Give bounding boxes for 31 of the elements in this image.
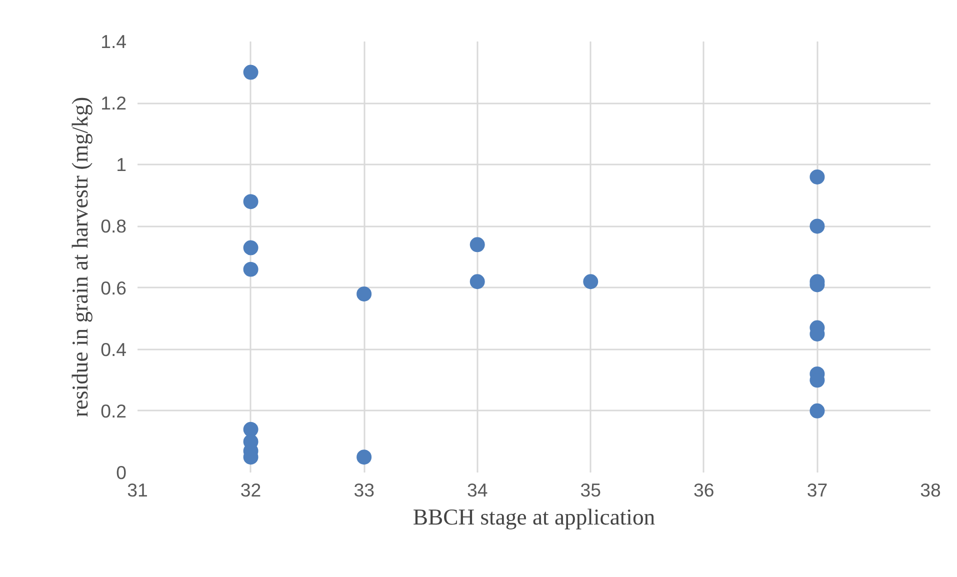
- y-tick-label: 1.4: [100, 31, 127, 52]
- point: [243, 194, 258, 210]
- x-tick-label: 36: [694, 480, 714, 500]
- point: [243, 262, 258, 277]
- y-tick-label: 0.8: [100, 216, 127, 237]
- x-tick-label: 32: [240, 480, 262, 500]
- x-tick-label: 37: [806, 480, 828, 500]
- point: [810, 403, 825, 418]
- point: [243, 64, 258, 80]
- point: [470, 237, 485, 252]
- x-axis-title: BBCH stage at application: [412, 504, 656, 530]
- x-tick-label: 34: [466, 480, 488, 500]
- point: [810, 218, 825, 234]
- x-tick-label: 33: [354, 480, 374, 500]
- y-tick-label: 0.4: [100, 338, 127, 360]
- point: [810, 169, 825, 184]
- x-tick-label: 31: [127, 480, 148, 500]
- y-tick-label: 0.2: [100, 400, 127, 422]
- point: [583, 274, 598, 290]
- y-tick-label: 1.2: [100, 92, 127, 114]
- point: [470, 274, 485, 290]
- y-tick-label: 1: [116, 154, 127, 176]
- point: [243, 422, 258, 437]
- point: [356, 450, 372, 465]
- y-axis-title: residue in grain at harvestr (mg/kg): [68, 96, 93, 418]
- point: [243, 240, 258, 256]
- point: [356, 286, 372, 302]
- x-tick-label: 35: [580, 480, 602, 500]
- y-tick-label: 0.6: [100, 277, 127, 298]
- x-tick-label: 38: [920, 480, 941, 500]
- y-tick-label: 0: [116, 462, 127, 483]
